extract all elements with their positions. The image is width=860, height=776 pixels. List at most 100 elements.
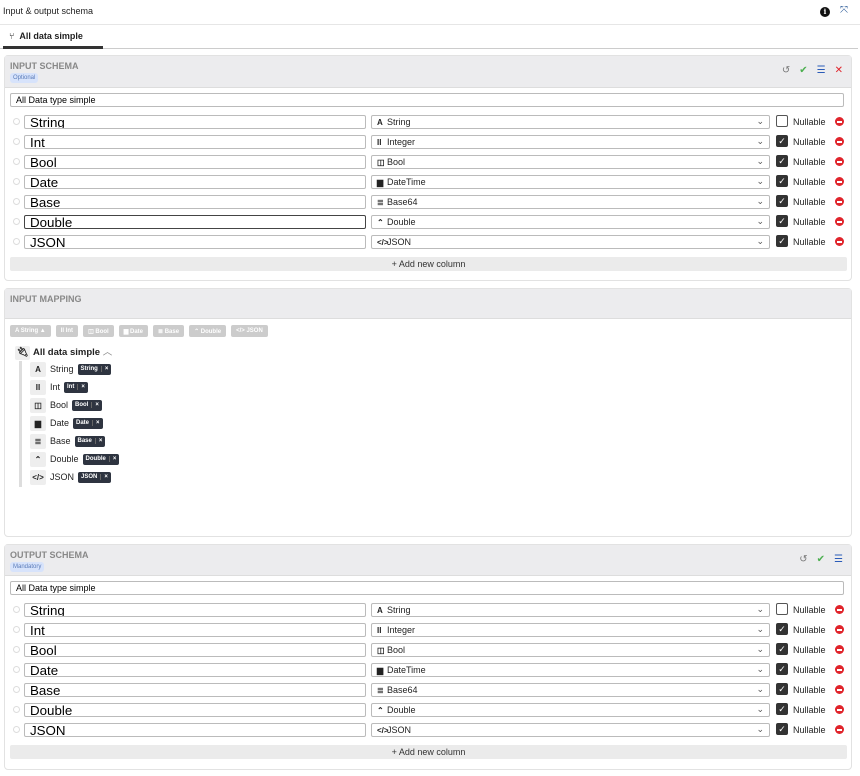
nullable-checkbox[interactable]: ✓ xyxy=(776,195,788,207)
mapping-item[interactable]: II Int Int × xyxy=(30,379,88,395)
remove-column-icon[interactable] xyxy=(835,605,844,614)
drag-handle[interactable] xyxy=(13,218,20,225)
column-name-input[interactable] xyxy=(24,235,366,249)
mapping-item[interactable]: ◫ Bool Bool × xyxy=(30,397,102,413)
column-type-select[interactable]: II Integer ⌄ xyxy=(371,623,770,637)
column-type-select[interactable]: </>JSON ⌄ xyxy=(371,723,770,737)
mapping-item[interactable]: A String String × xyxy=(30,361,112,377)
column-name-input[interactable] xyxy=(24,215,366,229)
remove-column-icon[interactable] xyxy=(835,665,844,674)
add-column-button[interactable]: + Add new column xyxy=(10,745,847,759)
tree-root[interactable]: 🔌︎ All data simple ︿ xyxy=(15,344,112,360)
column-name-input[interactable] xyxy=(24,603,366,617)
mapping-item[interactable]: </> JSON JSON × xyxy=(30,469,111,485)
nullable-checkbox[interactable]: ✓ xyxy=(776,623,788,635)
column-name-input[interactable] xyxy=(24,663,366,677)
undo-icon[interactable]: ↺ xyxy=(799,554,808,565)
drag-handle[interactable] xyxy=(13,178,20,185)
list-icon[interactable]: ☰ xyxy=(816,65,826,76)
column-type-select[interactable]: ▆ DateTime ⌄ xyxy=(371,175,770,189)
chevron-up-icon[interactable]: ︿ xyxy=(102,347,113,358)
list-icon[interactable]: ☰ xyxy=(834,554,843,565)
remove-column-icon[interactable] xyxy=(835,117,844,126)
drag-handle[interactable] xyxy=(13,706,20,713)
remove-column-icon[interactable] xyxy=(835,625,844,634)
remove-mapping-icon[interactable]: × xyxy=(100,474,111,480)
remove-column-icon[interactable] xyxy=(835,725,844,734)
remove-column-icon[interactable] xyxy=(835,685,844,694)
nullable-checkbox[interactable]: ✓ xyxy=(776,135,788,147)
nullable-checkbox[interactable]: ✓ xyxy=(776,215,788,227)
column-type-select[interactable]: ◫ Bool ⌄ xyxy=(371,643,770,657)
column-name-input[interactable] xyxy=(24,703,366,717)
expand-icon[interactable]: ⤧ xyxy=(840,5,848,16)
type-filter-chip[interactable]: ≣ Base xyxy=(153,325,185,337)
column-type-select[interactable]: II Integer ⌄ xyxy=(371,135,770,149)
nullable-checkbox[interactable]: ✓ xyxy=(776,175,788,187)
nullable-checkbox[interactable] xyxy=(776,115,788,127)
remove-column-icon[interactable] xyxy=(835,157,844,166)
mapping-item[interactable]: ▆ Date Date × xyxy=(30,415,103,431)
column-type-select[interactable]: A String ⌄ xyxy=(371,115,770,129)
drag-handle[interactable] xyxy=(13,686,20,693)
type-filter-chip[interactable]: ⌃ Double xyxy=(189,325,227,337)
validate-icon[interactable]: ✔ xyxy=(816,554,826,565)
column-name-input[interactable] xyxy=(24,623,366,637)
column-name-input[interactable] xyxy=(24,643,366,657)
drag-handle[interactable] xyxy=(13,158,20,165)
column-type-select[interactable]: ⌃ Double ⌄ xyxy=(371,215,770,229)
validate-icon[interactable]: ✔ xyxy=(799,65,808,76)
drag-handle[interactable] xyxy=(13,118,20,125)
column-type-select[interactable]: </>JSON ⌄ xyxy=(371,235,770,249)
nullable-checkbox[interactable]: ✓ xyxy=(776,703,788,715)
schema-name-input[interactable] xyxy=(10,581,844,595)
drag-handle[interactable] xyxy=(13,666,20,673)
drag-handle[interactable] xyxy=(13,646,20,653)
nullable-checkbox[interactable]: ✓ xyxy=(776,235,788,247)
remove-column-icon[interactable] xyxy=(835,197,844,206)
remove-mapping-icon[interactable]: × xyxy=(94,438,106,444)
column-name-input[interactable] xyxy=(24,155,366,169)
mapping-item[interactable]: ⌃ Double Double × xyxy=(30,451,120,467)
drag-handle[interactable] xyxy=(13,198,20,205)
nullable-checkbox[interactable]: ✓ xyxy=(776,643,788,655)
remove-mapping-icon[interactable]: × xyxy=(91,402,102,408)
drag-handle[interactable] xyxy=(13,626,20,633)
close-icon[interactable]: ✕ xyxy=(834,65,843,76)
column-name-input[interactable] xyxy=(24,135,366,149)
remove-column-icon[interactable] xyxy=(835,217,844,226)
remove-mapping-icon[interactable]: × xyxy=(100,366,112,372)
column-name-input[interactable] xyxy=(24,115,366,129)
column-type-select[interactable]: ≣ Base64 ⌄ xyxy=(371,683,770,697)
remove-column-icon[interactable] xyxy=(835,137,844,146)
remove-mapping-icon[interactable]: × xyxy=(108,456,120,462)
column-name-input[interactable] xyxy=(24,723,366,737)
type-filter-chip[interactable]: ▆ Date xyxy=(118,325,149,337)
remove-column-icon[interactable] xyxy=(835,177,844,186)
drag-handle[interactable] xyxy=(13,238,20,245)
remove-column-icon[interactable] xyxy=(835,645,844,654)
type-filter-chip[interactable]: A String ▲ xyxy=(10,325,51,337)
schema-name-input[interactable] xyxy=(10,93,844,107)
remove-column-icon[interactable] xyxy=(835,705,844,714)
column-name-input[interactable] xyxy=(24,195,366,209)
info-icon[interactable]: i xyxy=(820,7,830,17)
nullable-checkbox[interactable] xyxy=(776,603,788,615)
add-column-button[interactable]: + Add new column xyxy=(10,257,847,271)
column-type-select[interactable]: ◫ Bool ⌄ xyxy=(371,155,770,169)
type-filter-chip[interactable]: </> JSON xyxy=(231,325,268,337)
undo-icon[interactable]: ↺ xyxy=(781,65,791,76)
nullable-checkbox[interactable]: ✓ xyxy=(776,155,788,167)
column-name-input[interactable] xyxy=(24,683,366,697)
column-type-select[interactable]: ⌃ Double ⌄ xyxy=(371,703,770,717)
type-filter-chip[interactable]: ◫ Bool xyxy=(83,325,114,337)
mapping-item[interactable]: ≣ Base Base × xyxy=(30,433,106,449)
drag-handle[interactable] xyxy=(13,726,20,733)
column-type-select[interactable]: ▆ DateTime ⌄ xyxy=(371,663,770,677)
drag-handle[interactable] xyxy=(13,138,20,145)
remove-mapping-icon[interactable]: × xyxy=(77,384,88,390)
remove-column-icon[interactable] xyxy=(835,237,844,246)
nullable-checkbox[interactable]: ✓ xyxy=(776,663,788,675)
drag-handle[interactable] xyxy=(13,606,20,613)
column-name-input[interactable] xyxy=(24,175,366,189)
